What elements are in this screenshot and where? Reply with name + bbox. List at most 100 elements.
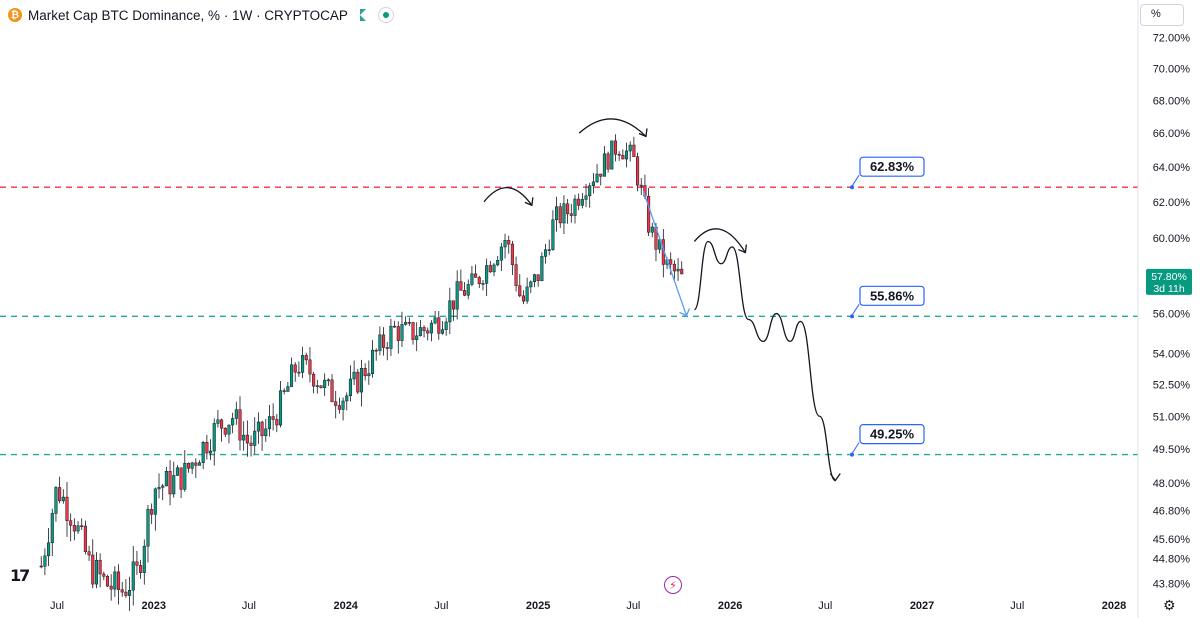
candle[interactable] [238,396,242,451]
candle[interactable] [422,325,426,338]
candle[interactable] [264,418,268,442]
candle[interactable] [477,275,481,289]
candle[interactable] [58,476,62,504]
candle[interactable] [54,486,58,522]
candle[interactable] [636,152,640,192]
candle[interactable] [308,347,312,383]
candle[interactable] [463,282,467,297]
candle[interactable] [532,273,537,288]
candle[interactable] [551,210,555,251]
candle[interactable] [474,264,478,278]
candle[interactable] [621,149,625,160]
candle[interactable] [547,239,551,256]
candle[interactable] [378,326,382,356]
candle[interactable] [113,566,117,597]
candle[interactable] [429,320,433,342]
candle[interactable] [507,235,511,254]
candle[interactable] [216,410,220,428]
candle[interactable] [80,518,84,530]
candle[interactable] [271,403,275,431]
candle[interactable] [558,202,562,228]
candle[interactable] [466,279,470,300]
candle[interactable] [448,287,452,335]
arc-arrow-drawing[interactable] [578,118,647,137]
candle[interactable] [231,412,235,434]
candle[interactable] [139,559,143,579]
candle[interactable] [286,381,290,392]
candle[interactable] [433,311,437,325]
candle[interactable] [209,439,213,461]
level-label-box[interactable] [859,424,925,445]
candle[interactable] [470,265,474,287]
candle[interactable] [367,360,371,385]
candle[interactable] [39,556,43,569]
candle[interactable] [599,173,603,186]
candle[interactable] [297,361,301,377]
candle[interactable] [146,504,150,563]
candle[interactable] [672,260,676,282]
candle[interactable] [385,341,389,361]
candle[interactable] [304,352,308,365]
candle[interactable] [588,182,592,208]
candle[interactable] [411,321,415,345]
candle[interactable] [543,244,548,264]
level-label-box[interactable] [859,156,925,177]
candle[interactable] [393,320,397,328]
candle[interactable] [301,346,305,379]
candle[interactable] [485,258,489,297]
candle[interactable] [278,381,283,428]
candle[interactable] [404,316,408,326]
candle[interactable] [481,279,485,291]
candle[interactable] [142,539,146,585]
candle[interactable] [525,277,529,304]
candle[interactable] [580,192,584,209]
candle[interactable] [220,418,224,442]
candle[interactable] [573,194,577,224]
candle[interactable] [168,460,172,506]
candle[interactable] [212,418,216,466]
candle[interactable] [363,363,367,381]
candle[interactable] [577,193,581,211]
candle[interactable] [676,258,680,281]
green-flag-icon[interactable] [359,9,366,21]
candle[interactable] [256,412,260,444]
level-anchor-dot[interactable] [850,185,854,190]
candle[interactable] [628,141,632,162]
candle[interactable] [418,319,422,337]
candle[interactable] [61,489,65,504]
candle[interactable] [359,359,364,407]
candle[interactable] [356,369,360,395]
candle[interactable] [348,365,352,402]
candle[interactable] [415,322,419,352]
candle[interactable] [496,255,500,267]
projection-trend-line[interactable] [642,191,688,316]
candle[interactable] [275,413,279,433]
candle[interactable] [341,397,345,421]
candle[interactable] [606,151,610,173]
candle[interactable] [109,574,113,601]
candle[interactable] [128,576,132,611]
candle[interactable] [540,252,544,282]
candle[interactable] [194,458,198,478]
candle[interactable] [529,280,533,294]
candle[interactable] [503,233,507,259]
last-price-badge[interactable] [1146,268,1192,295]
candle[interactable] [267,404,271,437]
candle[interactable] [260,420,264,451]
candle[interactable] [407,317,411,326]
candle[interactable] [521,290,525,305]
candle[interactable] [624,142,629,168]
candle[interactable] [647,187,651,237]
gear-icon[interactable]: ⚙ [1163,598,1176,614]
candle[interactable] [91,539,95,589]
candle[interactable] [72,518,76,541]
level-anchor-dot[interactable] [850,314,854,319]
flash-icon[interactable]: ⚡ [664,576,682,594]
candle[interactable] [617,151,621,161]
candle[interactable] [396,321,400,354]
candle[interactable] [440,321,445,335]
candle[interactable] [323,373,327,396]
candle[interactable] [536,274,540,287]
candle[interactable] [157,473,161,499]
